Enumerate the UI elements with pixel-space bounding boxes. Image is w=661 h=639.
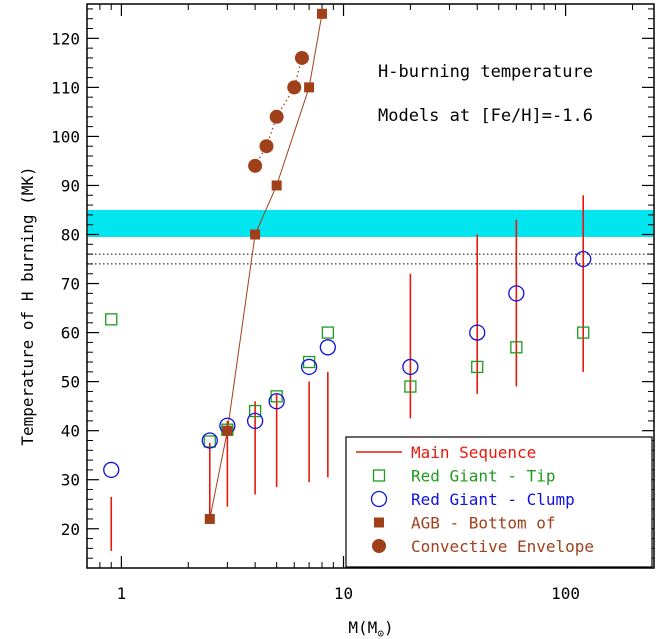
y-tick-label: 30 [61, 471, 80, 490]
y-tick-label: 120 [51, 29, 80, 48]
convective-envelope-point [248, 158, 263, 173]
agb-point [271, 180, 282, 191]
legend-label: Convective Envelope [411, 537, 594, 556]
reference-lines [87, 253, 654, 265]
legend-entries: Main Sequence Red Giant - Tip Red Giant - … [356, 443, 594, 556]
red-giant-clump-point [508, 285, 525, 302]
red-giant-clump-point [103, 461, 120, 479]
agb-point [250, 229, 261, 240]
x-axis-label-close: ) [384, 618, 394, 637]
plot-area [86, 3, 655, 569]
legend-swatch-agb [374, 517, 384, 528]
y-tick-label: 100 [51, 127, 80, 146]
red-giant-tip-point [321, 326, 334, 339]
agb-point [204, 513, 215, 524]
shaded-band [88, 209, 653, 237]
red-giant-clump-point [319, 339, 336, 356]
legend: Main Sequence Red Giant - Tip Red Giant - … [345, 436, 653, 568]
y-tick-label: 60 [61, 324, 80, 343]
red-giant-tip-point [510, 341, 523, 354]
series-layer [103, 8, 592, 551]
red-giant-clump-point [268, 393, 285, 410]
convective-envelope-point [294, 50, 309, 65]
x-axis-label: M(M⊙) [348, 618, 393, 639]
legend-label: Red Giant - Clump [411, 490, 575, 509]
red-giant-tip-point [471, 360, 484, 374]
legend-label: Main Sequence [411, 443, 536, 462]
agb-point [222, 425, 233, 436]
y-tick-label: 40 [61, 422, 80, 441]
x-tick-label: 100 [551, 584, 580, 603]
legend-swatch-convective [372, 539, 386, 553]
y-tick-label: 110 [51, 78, 80, 97]
legend-label: AGB - Bottom of [411, 514, 556, 533]
legend-swatch-tip [372, 469, 386, 482]
red-giant-clump-point [575, 250, 592, 268]
band-layer [88, 209, 653, 237]
red-giant-tip-point [203, 435, 216, 448]
x-tick-label: 10 [334, 584, 353, 603]
convective-envelope-point [287, 80, 302, 95]
red-giant-tip-point [248, 404, 262, 418]
y-tick-label: 80 [61, 226, 80, 245]
legend-label: Red Giant - Tip [411, 467, 556, 486]
y-tick-label: 90 [61, 176, 80, 195]
red-giant-tip-point [302, 355, 316, 369]
red-giant-clump-point [201, 432, 218, 449]
red-giant-tip-point [404, 380, 417, 393]
legend-box [345, 436, 653, 568]
convective-envelope-point [259, 139, 274, 154]
x-tick-label: 1 [117, 584, 127, 603]
x-axis-label-main: M(M [348, 618, 377, 637]
red-giant-clump-point [402, 358, 419, 376]
agb-point [304, 82, 315, 93]
red-giant-tip-point [105, 313, 118, 326]
red-giant-clump-point [246, 412, 264, 430]
annotation-models: Models at [Fe/H]=-1.6 [378, 106, 593, 126]
annotation-title: H-burning temperature [378, 62, 593, 82]
y-tick-label: 70 [61, 275, 80, 294]
agb-point [316, 8, 327, 19]
x-axis-label-subscript: ⊙ [377, 627, 384, 639]
agb-line [209, 13, 323, 520]
convective-envelope-point [269, 109, 284, 124]
legend-swatch-clump [370, 490, 388, 508]
red-giant-tip-point [577, 326, 590, 339]
y-axis-label: Temperature of H burning (MK) [18, 166, 37, 445]
red-giant-clump-point [469, 324, 486, 341]
y-tick-label: 50 [61, 373, 80, 392]
y-tick-label: 20 [61, 520, 80, 539]
red-giant-clump-point [300, 358, 318, 376]
